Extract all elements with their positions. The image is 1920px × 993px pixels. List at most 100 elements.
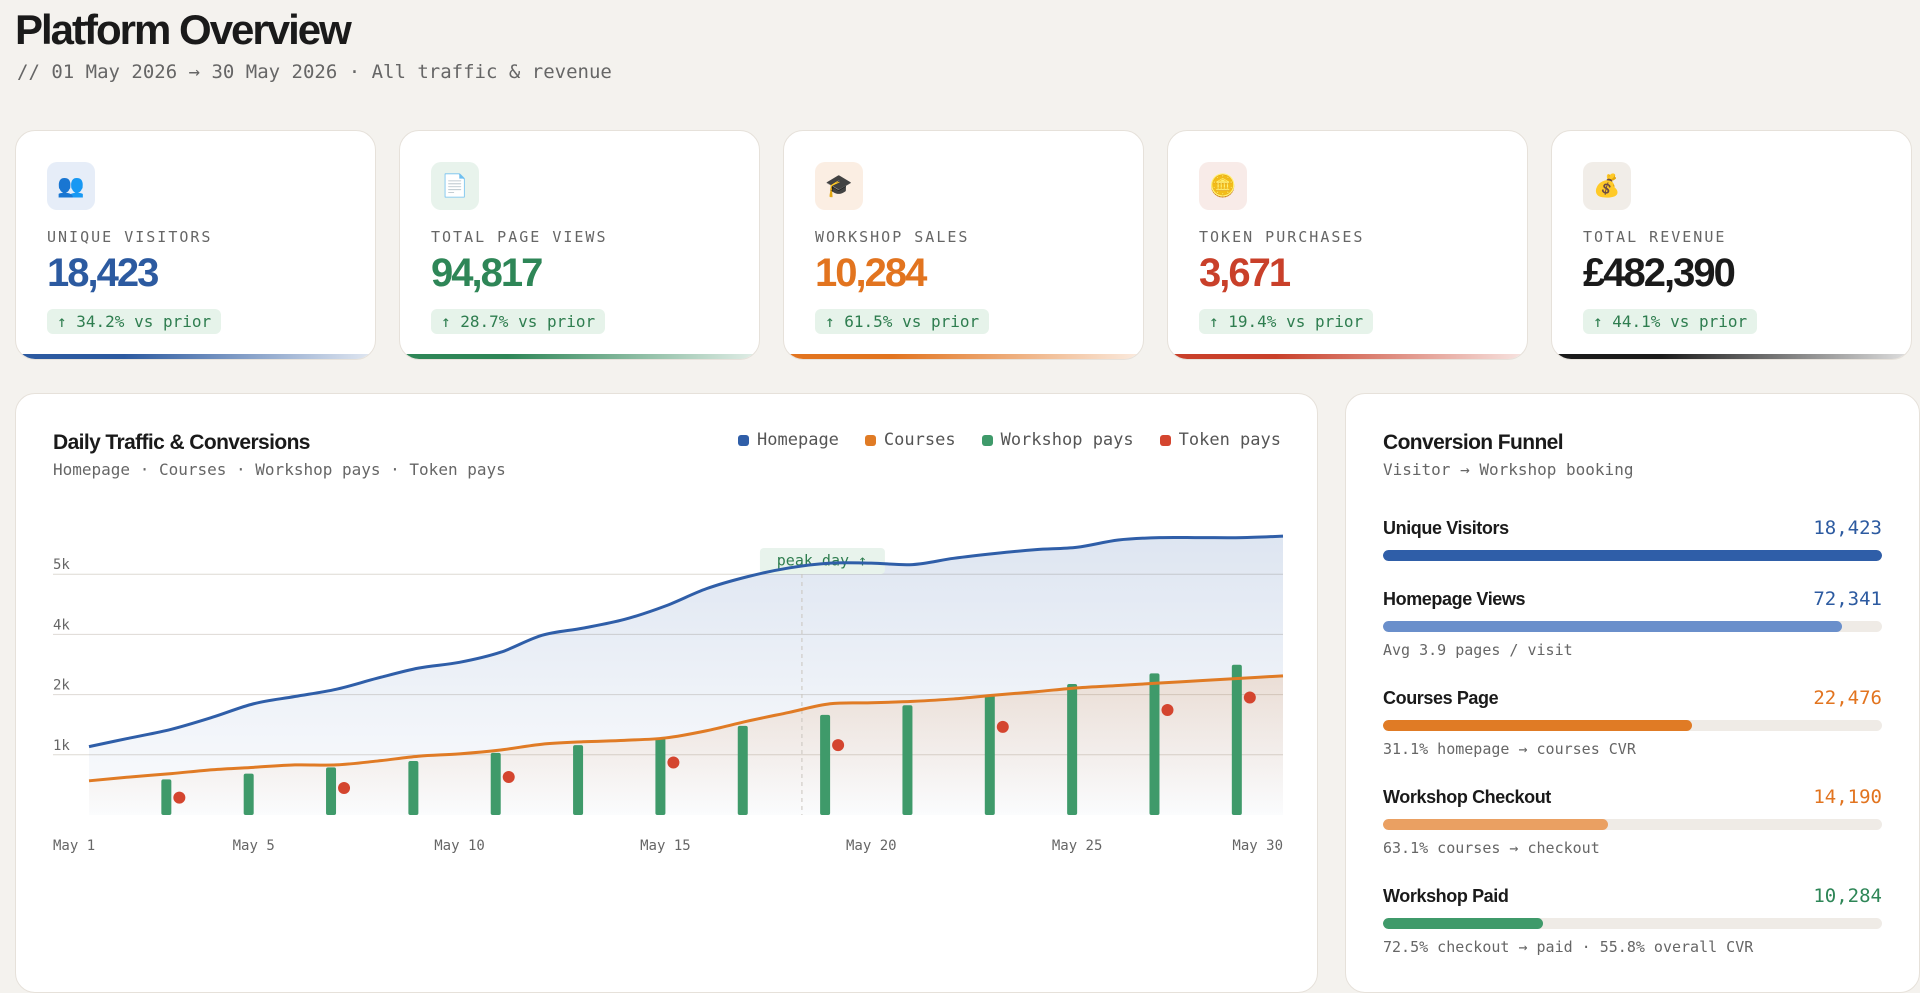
x-tick-label: May 1	[53, 838, 95, 854]
kpi-value: 10,284	[815, 251, 927, 295]
funnel-title: Conversion Funnel	[1383, 431, 1564, 454]
line	[88, 674, 1284, 783]
kpi-change: ↑ 34.2% vs prior	[47, 309, 222, 334]
kpi-change: ↑ 61.5% vs prior	[815, 309, 990, 334]
bar	[573, 745, 584, 815]
x-tick-label: May 15	[640, 838, 691, 854]
kpi-accent	[784, 354, 1143, 359]
legend-swatch	[981, 434, 993, 446]
x-tick-label: May 30	[1232, 838, 1283, 854]
bar	[984, 695, 995, 815]
x-tick-label: May 5	[233, 838, 275, 854]
kpi-accent	[400, 354, 759, 359]
kpi-change: ↑ 44.1% vs prior	[1583, 309, 1758, 334]
dot	[996, 720, 1009, 733]
kpi-card: 🎓 WORKSHOP SALES 10,284 ↑ 61.5% vs prior	[783, 130, 1144, 360]
stage-bar	[1383, 918, 1543, 929]
funnel-row: Unique Visitors 18,423	[1383, 516, 1882, 540]
kpi-label: WORKSHOP SALES	[815, 228, 970, 246]
legend-item: Homepage	[738, 430, 839, 450]
x-tick-label: May 25	[1052, 838, 1103, 854]
stage-bar	[1383, 621, 1843, 632]
funnel-stage: Homepage Views 72,341 Avg 3.9 pages / visi…	[1383, 587, 1882, 660]
stage-name: Homepage Views	[1383, 588, 1526, 609]
legend-item: Workshop pays	[981, 430, 1134, 450]
x-tick-label: May 10	[434, 838, 485, 854]
stage-value: 14,190	[1813, 786, 1882, 808]
area-fill	[89, 675, 1283, 815]
kpi-label: TOKEN PURCHASES	[1199, 228, 1365, 246]
legend-swatch	[1159, 434, 1171, 446]
legend-swatch	[738, 434, 750, 446]
dot	[832, 739, 845, 752]
page: Platform Overview // 01 May 2026 → 30 Ma…	[15, 6, 1920, 993]
dot	[1243, 691, 1256, 704]
chart-subtitle: Homepage · Courses · Workshop pays · Tok…	[53, 460, 506, 479]
kpi-icon: 🪙	[1199, 162, 1247, 210]
bar	[326, 767, 337, 815]
funnel-stage: Workshop Paid 10,284 72.5% checkout → paid…	[1383, 884, 1882, 957]
stage-bar	[1383, 819, 1608, 830]
dot	[502, 770, 515, 783]
stage-value: 18,423	[1813, 517, 1882, 539]
kpi-value: £482,390	[1583, 251, 1736, 295]
stage-note: Avg 3.9 pages / visit	[1383, 641, 1573, 659]
chart: 1k 2k 4k 5k May 1 May 5 May 10 May 15 May 20 May …	[53, 534, 1284, 854]
kpi-change: ↑ 28.7% vs prior	[431, 309, 606, 334]
kpi-icon: 👥	[47, 162, 95, 210]
legend: Homepage Courses Workshop pays Token pays	[738, 430, 1281, 450]
funnel-stages: Unique Visitors 18,423 Homepage Views 72,34…	[1383, 516, 1882, 983]
stage-note: 63.1% courses → checkout	[1383, 839, 1600, 857]
stage-bar	[1383, 720, 1693, 731]
x-tick-label: May 20	[846, 838, 897, 854]
kpi-value: 94,817	[431, 251, 543, 295]
legend-item: Courses	[864, 430, 956, 450]
page-subtitle: // 01 May 2026 → 30 May 2026 · All traff…	[17, 61, 612, 83]
kpi-icon: 🎓	[815, 162, 863, 210]
stage-value: 10,284	[1813, 885, 1882, 907]
funnel-stage: Workshop Checkout 14,190 63.1% courses → c…	[1383, 785, 1882, 858]
line	[88, 534, 1284, 749]
funnel-subtitle: Visitor → Workshop booking	[1383, 460, 1634, 479]
funnel-stage: Courses Page 22,476 31.1% homepage → cours…	[1383, 686, 1882, 759]
kpi-card: 💰 TOTAL REVENUE £482,390 ↑ 44.1% vs prior	[1551, 130, 1912, 360]
bar	[1067, 684, 1078, 815]
dot	[667, 756, 680, 769]
kpi-accent	[1168, 354, 1527, 359]
bar	[1149, 673, 1160, 815]
legend-label: Courses	[883, 430, 956, 450]
page-title: Platform Overview	[15, 6, 352, 53]
stage-value: 22,476	[1813, 687, 1882, 709]
bar	[655, 737, 666, 815]
kpi-value: 18,423	[47, 251, 159, 295]
bar	[737, 725, 748, 815]
stage-track	[1383, 621, 1882, 632]
stage-track	[1383, 819, 1882, 830]
kpi-value: 3,671	[1199, 251, 1291, 295]
funnel-row: Workshop Paid 10,284	[1383, 884, 1882, 908]
legend-label: Token pays	[1178, 430, 1281, 450]
kpi-card: 👥 UNIQUE VISITORS 18,423 ↑ 34.2% vs prior	[15, 130, 376, 360]
kpi-card: 🪙 TOKEN PURCHASES 3,671 ↑ 19.4% vs prior	[1167, 130, 1528, 360]
funnel-row: Homepage Views 72,341	[1383, 587, 1882, 611]
dot	[173, 791, 186, 804]
chart-title: Daily Traffic & Conversions	[53, 431, 310, 454]
bar	[490, 752, 501, 815]
dot	[338, 782, 351, 795]
funnel-row: Courses Page 22,476	[1383, 686, 1882, 710]
bar	[820, 714, 831, 815]
funnel-row: Workshop Checkout 14,190	[1383, 785, 1882, 809]
bar	[243, 773, 254, 815]
chart-card: Daily Traffic & Conversions Homepage · C…	[15, 393, 1318, 993]
legend-label: Workshop pays	[1000, 430, 1134, 450]
stage-name: Unique Visitors	[1383, 517, 1509, 538]
y-tick-label: 2k	[53, 678, 70, 694]
legend-item: Token pays	[1159, 430, 1281, 450]
y-tick-label: 4k	[53, 617, 70, 633]
kpi-accent	[1552, 354, 1911, 359]
stage-name: Workshop Checkout	[1383, 786, 1551, 807]
stage-note: 72.5% checkout → paid · 55.8% overall CV…	[1383, 938, 1754, 956]
bar	[161, 779, 172, 815]
legend-swatch	[864, 434, 876, 446]
stage-value: 72,341	[1813, 588, 1882, 610]
